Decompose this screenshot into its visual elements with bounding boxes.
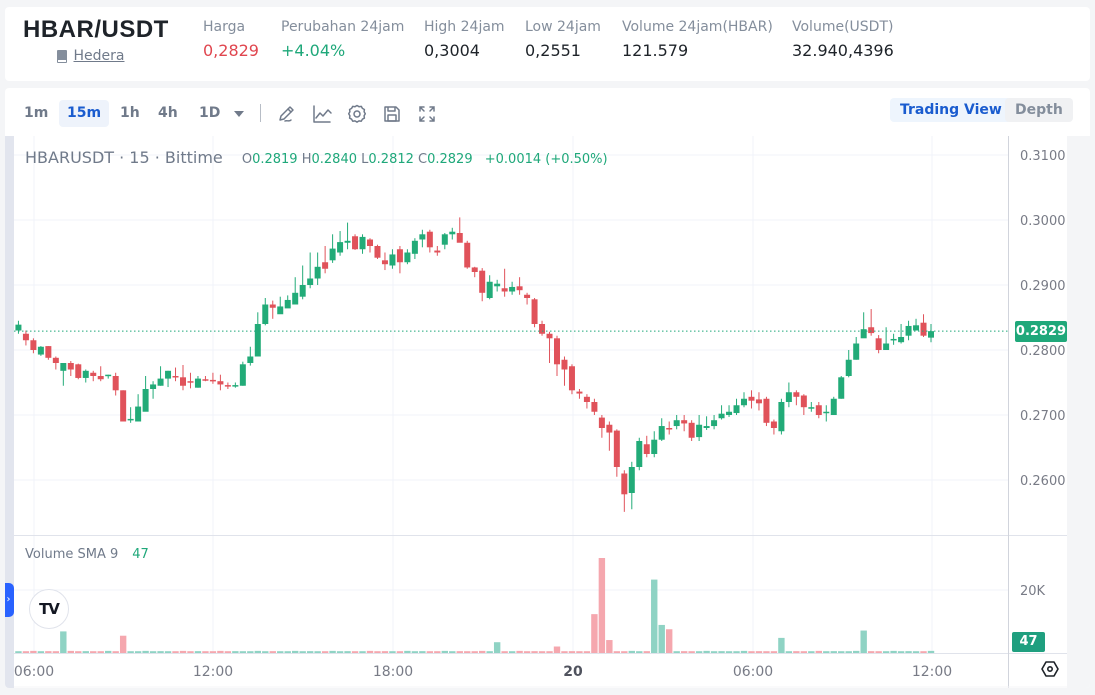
volume-legend: Volume SMA 9 47 bbox=[25, 547, 149, 562]
indicators-chart-icon[interactable] bbox=[311, 103, 333, 125]
svg-text:12:00: 12:00 bbox=[912, 664, 952, 680]
change-value: +0.0014 (+0.50%) bbox=[484, 152, 608, 167]
chart-card: 1m 15m 1h 4h 1D Trading View Depth 0.310… bbox=[5, 88, 1090, 688]
toolbar-divider bbox=[260, 104, 261, 122]
svg-text:0.2900: 0.2900 bbox=[1020, 279, 1066, 294]
stat-volume-hbar: Volume 24jam(HBAR) 121.579 bbox=[622, 19, 773, 60]
ohlc-values: O0.2819 H0.2840 L0.2812 C0.2829 bbox=[241, 152, 473, 167]
expand-sidebar-button[interactable]: › bbox=[5, 583, 14, 617]
chart-area[interactable]: 0.3100 0.3000 0.2900 0.2800 0.2700 0.2600 20K 0… bbox=[5, 136, 1090, 688]
svg-text:0.2600: 0.2600 bbox=[1020, 474, 1066, 489]
volume-indicator-label: Volume SMA 9 bbox=[25, 547, 119, 562]
pair-header: HBAR/USDT Hedera bbox=[23, 16, 183, 67]
stat-value: 0,2551 bbox=[525, 41, 581, 60]
stat-label: Harga bbox=[203, 19, 246, 35]
chart-legend: HBARUSDT · 15 · Bittime O0.2819 H0.2840 … bbox=[25, 148, 608, 167]
stat-label: Volume 24jam(HBAR) bbox=[622, 19, 773, 35]
high-value: 0.2840 bbox=[311, 152, 358, 167]
svg-text:0.3100: 0.3100 bbox=[1020, 149, 1066, 164]
draw-pencil-icon[interactable] bbox=[276, 103, 298, 125]
svg-text:06:00: 06:00 bbox=[14, 664, 54, 680]
timeframe-1d[interactable]: 1D bbox=[199, 105, 221, 121]
timeframe-4h[interactable]: 4h bbox=[158, 105, 178, 121]
current-price-tag: 0.2829 bbox=[1015, 321, 1067, 343]
stat-label: Perubahan 24jam bbox=[281, 19, 405, 35]
svg-text:0.3000: 0.3000 bbox=[1020, 214, 1066, 229]
timeframe-15m[interactable]: 15m bbox=[59, 100, 110, 127]
stat-volume-usdt: Volume(USDT) 32.940,4396 bbox=[792, 19, 894, 60]
chart-symbol: HBARUSDT · 15 · Bittime bbox=[25, 148, 223, 167]
current-volume-tag: 47 bbox=[1012, 632, 1045, 652]
ticker-bar: HBAR/USDT Hedera Harga 0,2829 Perubahan … bbox=[5, 7, 1090, 81]
stat-value: 0,3004 bbox=[424, 41, 480, 60]
tradingview-logo[interactable]: TV bbox=[29, 589, 69, 629]
svg-text:12:00: 12:00 bbox=[193, 664, 233, 680]
open-value: 0.2819 bbox=[252, 152, 298, 167]
chart-settings-button[interactable] bbox=[1040, 659, 1060, 679]
coin-name: Hedera bbox=[73, 48, 125, 64]
tab-depth[interactable]: Depth bbox=[1005, 98, 1073, 122]
fullscreen-expand-icon[interactable] bbox=[416, 103, 438, 125]
chart-toolbar: 1m 15m 1h 4h 1D Trading View Depth bbox=[5, 88, 1090, 136]
stat-value: 32.940,4396 bbox=[792, 41, 894, 60]
low-value: 0.2812 bbox=[368, 152, 414, 167]
left-toolbar-strip bbox=[5, 136, 14, 688]
hexagon-settings-icon bbox=[1041, 661, 1059, 677]
stat-change-24h: Perubahan 24jam +4.04% bbox=[281, 19, 404, 60]
svg-text:06:00: 06:00 bbox=[733, 664, 773, 680]
stat-label: Volume(USDT) bbox=[792, 19, 894, 35]
pair-name: HBAR/USDT bbox=[23, 16, 169, 43]
stat-high-24h: High 24jam 0,3004 bbox=[424, 19, 505, 60]
tab-trading-view[interactable]: Trading View bbox=[890, 98, 1012, 122]
coin-info-link[interactable]: Hedera bbox=[56, 48, 125, 64]
stat-label: Low 24jam bbox=[525, 19, 601, 35]
svg-text:18:00: 18:00 bbox=[373, 664, 413, 680]
stat-value: 0,2829 bbox=[203, 41, 259, 60]
book-icon bbox=[56, 49, 67, 63]
stat-label: High 24jam bbox=[424, 19, 505, 35]
timeframe-1m[interactable]: 1m bbox=[24, 105, 49, 121]
more-timeframes-dropdown-icon[interactable] bbox=[234, 111, 244, 117]
volume-sma-value: 47 bbox=[132, 547, 149, 562]
stat-value: 121.579 bbox=[622, 41, 689, 60]
candlestick-chart[interactable]: 0.3100 0.3000 0.2900 0.2800 0.2700 0.2600 20K 0… bbox=[5, 136, 1090, 688]
stat-price: Harga 0,2829 bbox=[203, 19, 259, 60]
settings-gear-icon[interactable] bbox=[346, 103, 368, 125]
svg-text:0.2700: 0.2700 bbox=[1020, 409, 1066, 424]
svg-text:20K: 20K bbox=[1020, 584, 1046, 599]
svg-text:0.2800: 0.2800 bbox=[1020, 344, 1066, 359]
close-value: 0.2829 bbox=[427, 152, 473, 167]
stat-low-24h: Low 24jam 0,2551 bbox=[525, 19, 601, 60]
stat-value: +4.04% bbox=[281, 41, 346, 60]
timeframe-1h[interactable]: 1h bbox=[120, 105, 140, 121]
save-floppy-icon[interactable] bbox=[381, 103, 403, 125]
svg-text:20: 20 bbox=[563, 664, 583, 680]
